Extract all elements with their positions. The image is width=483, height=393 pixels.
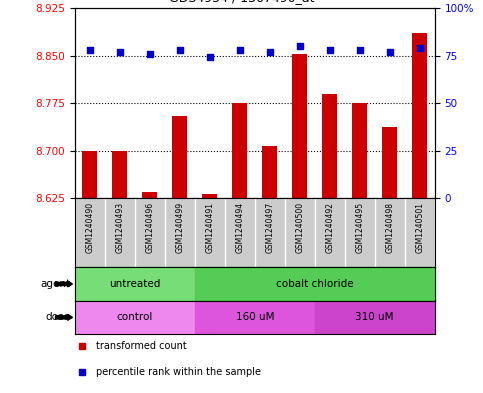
Point (206, 54, 213, 61)
Text: GSM1240497: GSM1240497 (265, 202, 274, 253)
Bar (232, 103, 247, 198)
Bar (142, 192, 157, 198)
Text: 310 uM: 310 uM (355, 312, 394, 322)
Text: GSM1240496: GSM1240496 (145, 202, 155, 253)
Text: GSM1240501: GSM1240501 (415, 202, 424, 253)
Text: GSM1240492: GSM1240492 (325, 202, 334, 253)
Bar (262, 146, 277, 198)
Bar (412, 33, 427, 198)
Text: GSM1240494: GSM1240494 (235, 202, 244, 253)
Bar (202, 194, 217, 198)
Text: percentile rank within the sample: percentile rank within the sample (97, 367, 261, 377)
Point (296, 43, 304, 49)
Text: 160 uM: 160 uM (236, 312, 274, 322)
Text: GSM1240500: GSM1240500 (295, 202, 304, 253)
Point (146, 50, 154, 57)
Text: agent: agent (40, 279, 70, 289)
Point (326, 47, 334, 53)
Text: GDS4954 / 1367490_at: GDS4954 / 1367490_at (169, 0, 314, 4)
Text: untreated: untreated (109, 279, 160, 289)
Bar (75, 267, 195, 301)
Text: control: control (117, 312, 153, 322)
Text: GSM1240493: GSM1240493 (115, 202, 124, 253)
Text: GSM1240490: GSM1240490 (85, 202, 94, 253)
Bar (315, 301, 435, 334)
Bar (83, 151, 98, 198)
Point (176, 47, 184, 53)
Bar (352, 103, 367, 198)
Point (86, 47, 94, 53)
Bar (75, 301, 195, 334)
Point (116, 49, 124, 55)
Bar (292, 54, 307, 198)
Text: cobalt chloride: cobalt chloride (276, 279, 354, 289)
Point (236, 47, 243, 53)
Point (356, 47, 364, 53)
Bar (113, 151, 128, 198)
Text: GSM1240498: GSM1240498 (385, 202, 394, 253)
Text: GSM1240491: GSM1240491 (205, 202, 214, 253)
Text: dose: dose (45, 312, 70, 322)
Bar (195, 301, 315, 334)
Bar (382, 127, 397, 198)
Text: GSM1240495: GSM1240495 (355, 202, 364, 253)
Text: transformed count: transformed count (97, 341, 187, 351)
Point (416, 45, 424, 51)
Point (266, 49, 274, 55)
Bar (195, 267, 435, 301)
Bar (172, 116, 187, 198)
Bar (322, 94, 337, 198)
Text: GSM1240499: GSM1240499 (175, 202, 185, 253)
Point (386, 49, 394, 55)
